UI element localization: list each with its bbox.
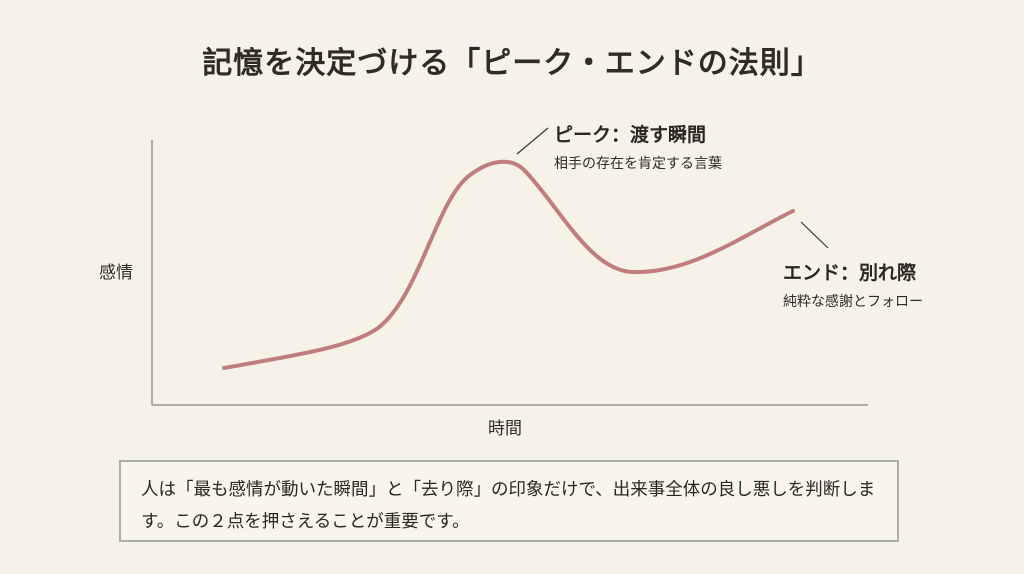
- peak-annotation-title: ピーク：渡す瞬間: [554, 124, 707, 146]
- end-annotation-subtitle: 純粋な感謝とフォロー: [783, 294, 923, 310]
- summary-note-text: 人は「最も感情が動いた瞬間」と「去り際」の印象だけで、出来事全体の良し悪しを判断…: [141, 480, 876, 532]
- page-title: 記憶を決定づける「ピーク・エンドの法則」: [202, 46, 822, 81]
- end-annotation-title: エンド：別れ際: [783, 262, 917, 284]
- peak-leader-line: [516, 127, 549, 155]
- summary-note-box: 人は「最も感情が動いた瞬間」と「去り際」の印象だけで、出来事全体の良し悪しを判断…: [119, 460, 899, 542]
- y-axis-label: 感情: [99, 263, 133, 283]
- emotion-curve: [222, 159, 795, 370]
- end-leader-line: [800, 221, 829, 249]
- peak-annotation-subtitle: 相手の存在を肯定する言葉: [554, 156, 722, 172]
- x-axis-label: 時間: [488, 419, 522, 439]
